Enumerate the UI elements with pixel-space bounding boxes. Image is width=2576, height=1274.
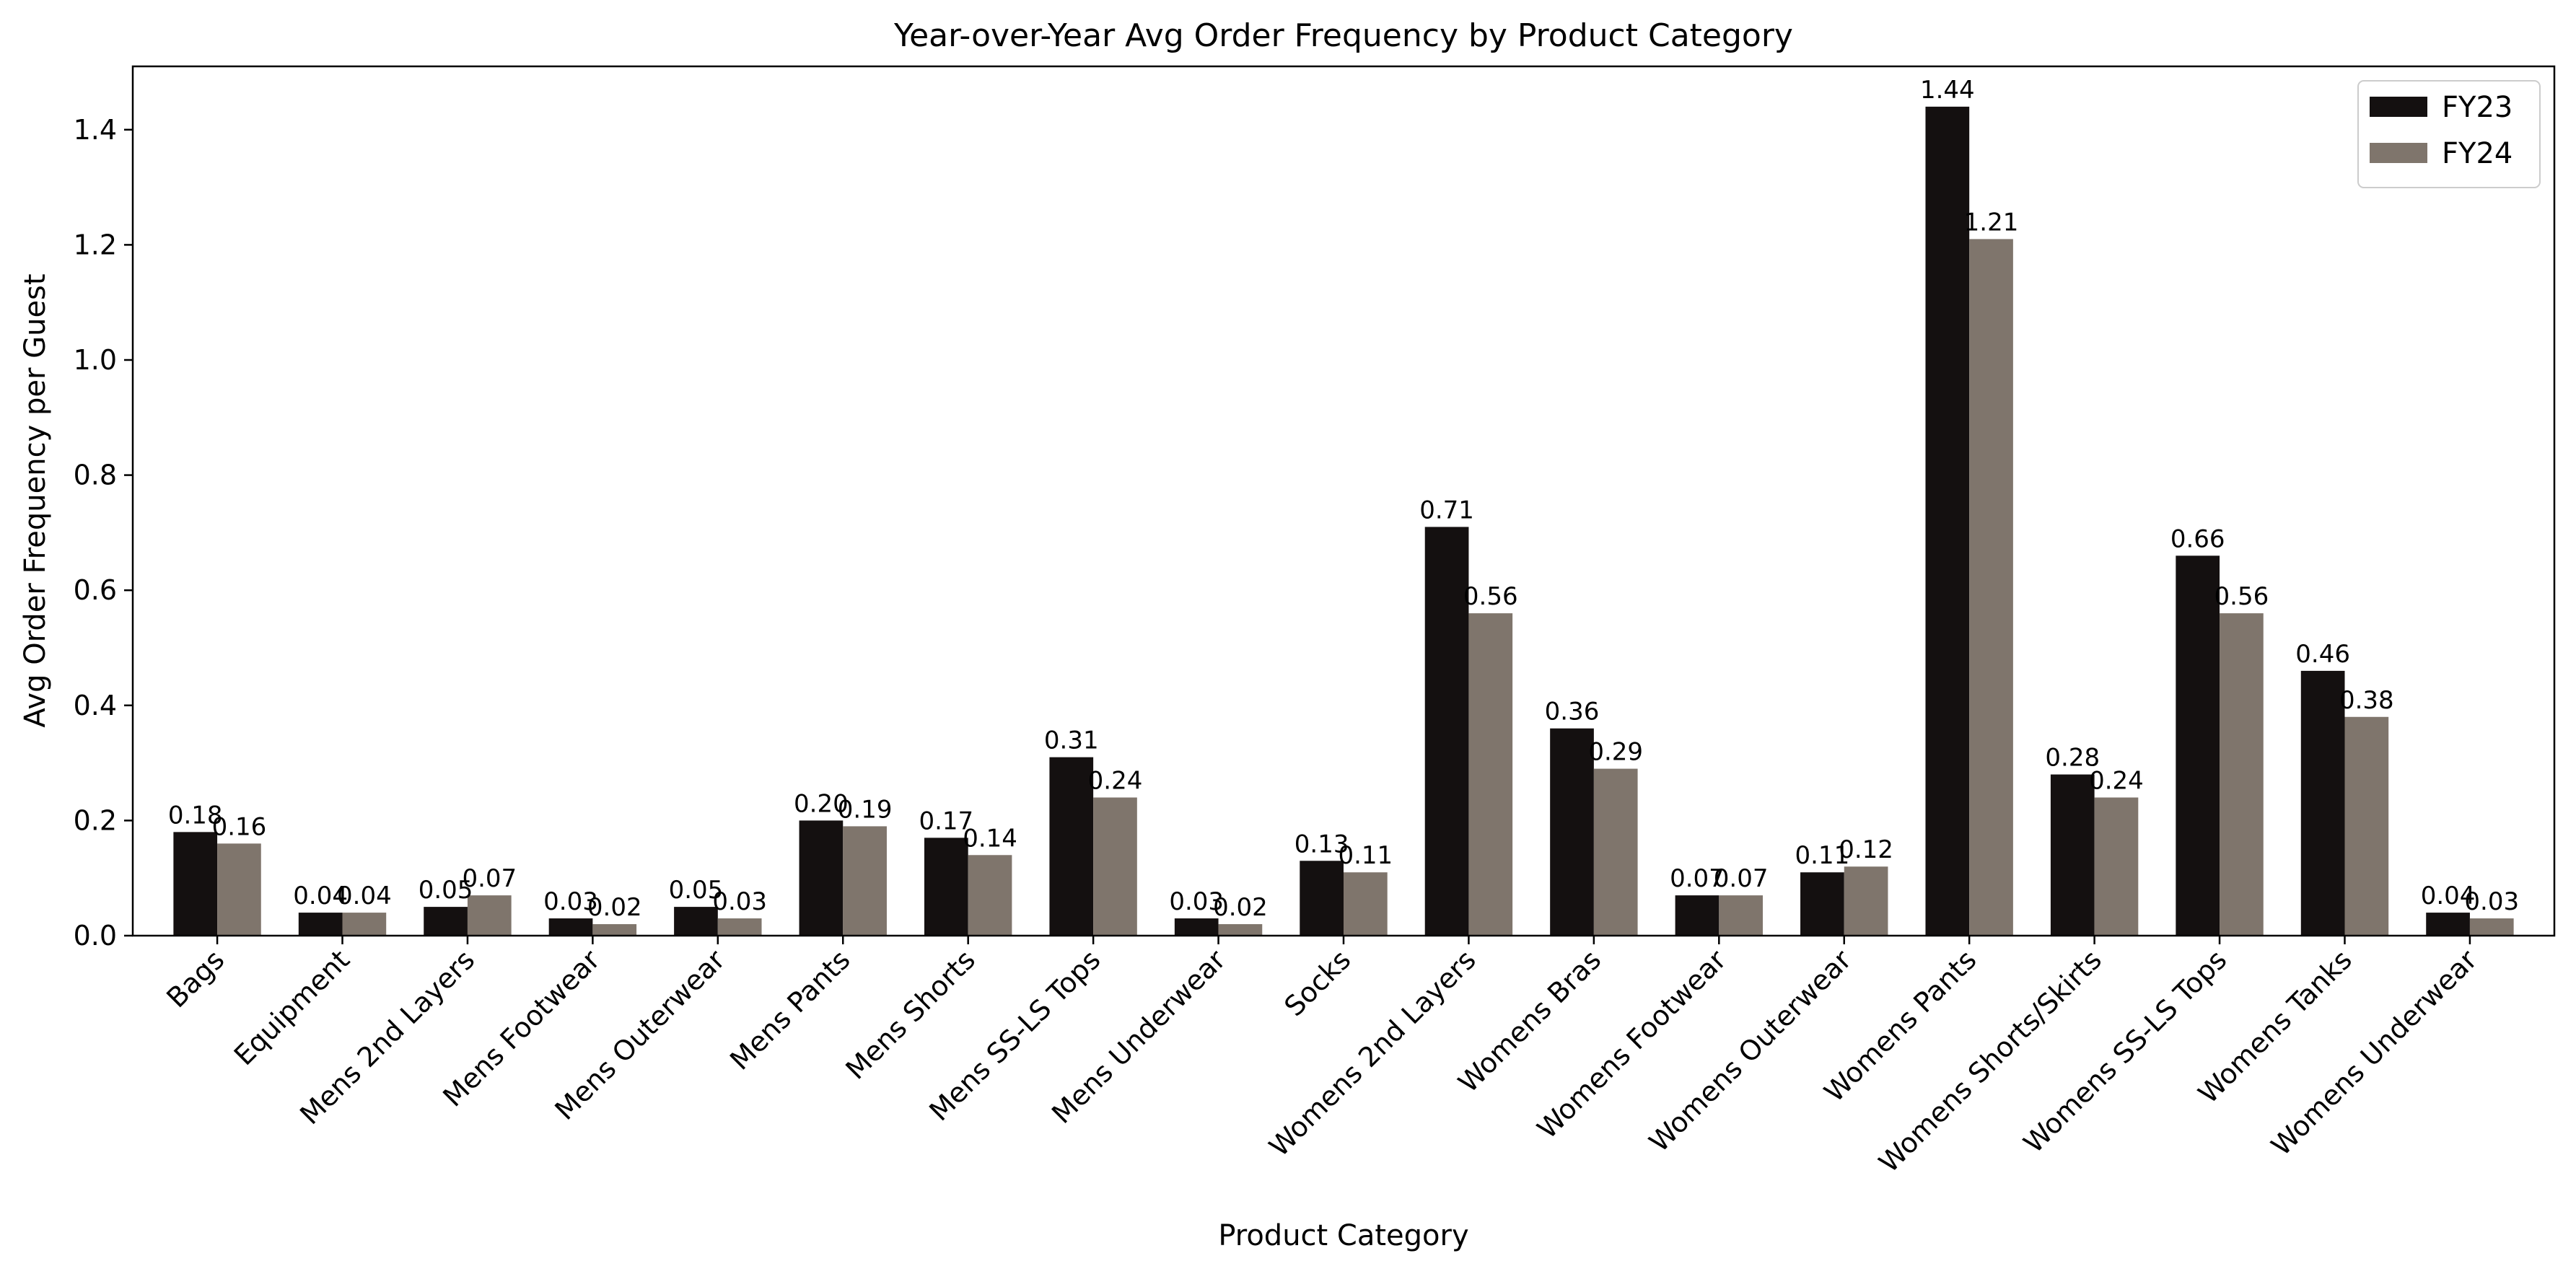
bar-value-label-fy24-mens-underwear: 0.02 [1213,893,1268,922]
bar-value-label-fy24-womens-footwear: 0.07 [1714,864,1769,893]
bars-group [173,106,2514,936]
legend-label-fy24: FY24 [2442,137,2513,170]
bar-value-label-fy24-mens-ss-ls-tops: 0.24 [1088,766,1143,795]
bar-fy24-womens-outerwear [1844,866,1888,936]
bar-value-label-fy24-mens-shorts: 0.14 [963,824,1017,853]
bar-fy24-bags [217,843,261,936]
legend-label-fy23: FY23 [2442,91,2513,124]
bar-fy23-womens-bras [1550,728,1594,936]
bar-value-label-fy23-mens-2nd-layers: 0.05 [419,876,473,905]
bar-fy24-womens-underwear [2469,918,2514,936]
bar-value-label-fy23-womens-outerwear: 0.11 [1795,841,1850,870]
y-tick-label: 0.0 [74,920,117,952]
bar-value-label-fy23-womens-bras: 0.36 [1545,698,1600,726]
bar-fy24-womens-ss-ls-tops [2220,613,2264,936]
bar-value-label-fy23-womens-underwear: 0.04 [2421,882,2476,910]
bar-value-label-fy24-womens-outerwear: 0.12 [1839,835,1893,864]
y-axis: 0.0 0.2 0.4 0.6 0.8 1.0 1.2 1.4 [74,114,133,952]
bar-value-label-fy24-mens-pants: 0.19 [838,795,893,824]
bar-value-label-fy23-bags: 0.18 [168,801,223,830]
bar-value-label-fy23-womens-ss-ls-tops: 0.66 [2170,524,2225,553]
legend-swatch-fy24 [2370,143,2427,163]
bar-value-label-fy24-mens-outerwear: 0.03 [712,887,767,916]
bar-fy23-womens-underwear [2426,913,2470,936]
bar-value-label-fy23-mens-shorts: 0.17 [919,807,973,835]
bar-fy24-socks [1344,872,1388,936]
bar-fy24-mens-pants [843,826,887,936]
bar-value-label-fy24-mens-footwear: 0.02 [587,893,642,922]
y-tick-label: 0.4 [74,690,117,721]
bar-fy23-mens-outerwear [674,907,718,936]
bar-fy23-mens-footwear [548,918,593,936]
bar-value-label-fy23-mens-ss-ls-tops: 0.31 [1044,726,1099,755]
bar-value-label-fy24-womens-bras: 0.29 [1588,738,1643,767]
legend: FY23 FY24 [2357,80,2541,188]
chart-title: Year-over-Year Avg Order Frequency by Pr… [893,17,1793,54]
bar-fy23-mens-pants [799,820,844,936]
bar-fy24-mens-ss-ls-tops [1093,797,1137,936]
bar-value-label-fy24-womens-2nd-layers: 0.56 [1463,582,1518,611]
bar-value-label-fy24-womens-ss-ls-tops: 0.56 [2214,582,2269,611]
x-axis-label: Product Category [1218,1219,1468,1252]
bar-fy23-womens-footwear [1675,895,1719,936]
bar-fy24-womens-bras [1593,768,1638,936]
bar-value-label-fy23-womens-tanks: 0.46 [2295,640,2350,669]
y-tick-label: 0.2 [74,804,117,836]
bar-value-label-fy24-womens-tanks: 0.38 [2339,686,2394,715]
bar-value-label-fy24-bags: 0.16 [212,812,267,841]
bar-fy23-womens-shorts-skirts [2050,774,2095,936]
bar-fy23-mens-2nd-layers [424,907,468,936]
bar-value-label-fy24-mens-2nd-layers: 0.07 [462,864,517,893]
bar-value-label-fy23-mens-pants: 0.20 [794,789,849,818]
y-tick-label: 1.0 [74,344,117,376]
bar-labels-group: 0.180.04 0.05 0.03 0.050.200.170.310.030.13… [168,76,2519,922]
bar-fy23-womens-tanks [2300,670,2345,936]
bar-fy24-womens-shorts-skirts [2094,797,2139,936]
y-tick-label: 1.4 [74,114,117,146]
bar-fy23-mens-ss-ls-tops [1049,757,1094,936]
bar-value-label-fy23-mens-footwear: 0.03 [543,887,598,916]
bar-fy23-womens-pants [1925,106,1970,936]
y-axis-label: Avg Order Frequency per Guest [19,273,52,727]
bar-value-label-fy23-womens-shorts-skirts: 0.28 [2045,744,2100,773]
bar-fy24-mens-footwear [592,924,637,936]
bar-fy23-socks [1300,861,1344,936]
bar-value-label-fy23-womens-footwear: 0.07 [1670,864,1725,893]
bar-fy24-equipment [342,913,387,936]
bar-value-label-fy23-mens-underwear: 0.03 [1169,887,1224,916]
bar-fy23-mens-shorts [924,838,968,936]
bar-value-label-fy23-womens-2nd-layers: 0.71 [1419,496,1474,524]
bar-fy24-mens-2nd-layers [467,895,512,936]
bar-fy23-womens-ss-ls-tops [2176,555,2220,936]
y-tick-label: 1.2 [74,229,117,260]
y-tick-label: 0.8 [74,460,117,491]
bar-fy24-mens-shorts [968,855,1012,936]
legend-swatch-fy23 [2370,97,2427,117]
bar-value-label-fy24-womens-underwear: 0.03 [2464,887,2519,916]
bar-fy24-mens-underwear [1218,924,1263,936]
bar-fy24-womens-pants [1969,239,2013,936]
bar-value-label-fy24-equipment: 0.04 [337,882,392,910]
bar-value-label-fy23-socks: 0.13 [1294,830,1349,858]
bar-fy24-womens-tanks [2344,716,2389,936]
bar-fy23-mens-underwear [1174,918,1219,936]
y-tick-label: 0.6 [74,574,117,606]
bar-fy23-womens-outerwear [1800,872,1844,936]
bar-value-label-fy24-womens-pants: 1.21 [1964,208,2019,237]
bar-fy24-womens-2nd-layers [1468,613,1513,936]
bar-fy23-equipment [298,913,343,936]
bar-value-label-fy23-womens-pants: 1.44 [1920,76,1975,105]
bar-fy24-womens-footwear [1719,895,1764,936]
bar-fy23-bags [173,832,218,936]
bar-value-label-fy24-womens-shorts-skirts: 0.24 [2089,766,2144,795]
bar-value-label-fy24-socks: 0.11 [1338,841,1393,870]
bar-fy24-mens-outerwear [717,918,762,936]
bar-value-label-fy23-mens-outerwear: 0.05 [669,876,724,905]
bar-value-label-fy23-equipment: 0.04 [293,882,348,910]
bar-fy23-womens-2nd-layers [1424,527,1469,936]
